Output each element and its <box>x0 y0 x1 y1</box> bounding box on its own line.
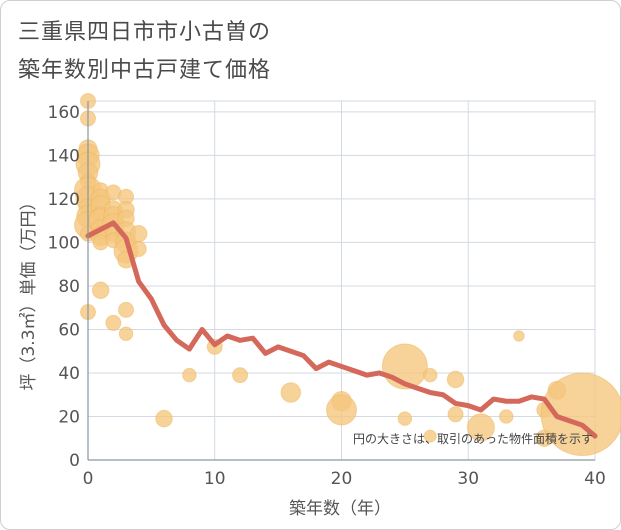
tick-labels: 0 20 40 60 80 100 120 140 160 0 10 20 30 40 <box>48 103 606 489</box>
x-axis-label: 築年数（年） <box>289 499 391 519</box>
scatter-point <box>118 301 135 318</box>
y-tick-label: 140 <box>48 146 80 166</box>
scatter-point <box>105 314 122 331</box>
scatter-point <box>155 409 173 428</box>
x-tick-label: 10 <box>204 469 226 489</box>
y-axis-label: 坪（3.3㎡）単価（万円） <box>19 193 39 390</box>
scatter-point <box>182 367 197 383</box>
average-price-line <box>85 220 598 439</box>
axes <box>87 101 595 461</box>
x-tick-label: 20 <box>331 469 353 489</box>
y-tick-label: 60 <box>58 320 80 340</box>
scatter-point <box>423 429 437 443</box>
bubble-size-note: 円の大きさは、取引のあった物件面積を示す <box>353 431 593 446</box>
trend-line-group <box>85 220 598 439</box>
scatter-point <box>118 326 134 342</box>
scatter-point <box>513 330 525 342</box>
y-tick-label: 160 <box>48 103 80 123</box>
scatter-point <box>540 372 621 457</box>
scatter-point <box>232 367 249 384</box>
scatter-point <box>466 413 495 442</box>
y-tick-label: 40 <box>58 364 80 384</box>
scatter-point <box>280 382 302 403</box>
scatter-point <box>130 240 147 257</box>
scatter-point <box>447 406 464 423</box>
y-tick-label: 0 <box>69 451 80 471</box>
y-tick-label: 120 <box>48 190 80 210</box>
scatter-point <box>446 370 465 389</box>
y-tick-label: 100 <box>48 233 80 253</box>
x-tick-label: 40 <box>584 469 606 489</box>
x-tick-label: 0 <box>83 469 94 489</box>
y-tick-label: 80 <box>58 277 80 297</box>
x-tick-label: 30 <box>457 469 479 489</box>
y-tick-label: 20 <box>58 407 80 427</box>
scatter-point <box>422 367 438 383</box>
scatter-point <box>499 409 514 424</box>
scatter-point <box>397 411 413 426</box>
scatter-point <box>91 281 110 300</box>
scatter-point <box>129 224 148 243</box>
scatter-point <box>326 394 357 426</box>
chart-title-line2: 築年数別中古戸建て価格 <box>18 58 272 83</box>
chart-title-line1: 三重県四日市市小古曽の <box>18 20 272 45</box>
